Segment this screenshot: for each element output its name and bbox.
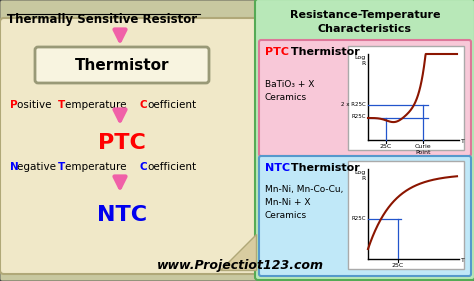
- Text: PTC: PTC: [265, 47, 289, 57]
- Text: ositive: ositive: [17, 100, 55, 110]
- Text: emperature: emperature: [65, 100, 130, 110]
- Text: NTC: NTC: [97, 205, 147, 225]
- Text: 25C: 25C: [392, 263, 404, 268]
- Text: C: C: [140, 162, 147, 172]
- FancyBboxPatch shape: [35, 47, 209, 83]
- Text: T: T: [461, 139, 465, 144]
- Text: BaTiO₃ + X
Ceramics: BaTiO₃ + X Ceramics: [265, 80, 314, 102]
- Text: www.Projectiot123.com: www.Projectiot123.com: [156, 259, 323, 272]
- FancyBboxPatch shape: [348, 46, 464, 150]
- Text: emperature: emperature: [65, 162, 130, 172]
- Text: NTC: NTC: [265, 163, 290, 173]
- Text: Thermistor: Thermistor: [287, 163, 360, 173]
- Text: Log: Log: [355, 55, 366, 60]
- Text: oefficient: oefficient: [147, 100, 196, 110]
- Text: T: T: [58, 100, 65, 110]
- Text: R25C: R25C: [352, 114, 366, 119]
- Text: T: T: [461, 258, 465, 263]
- Text: 25C: 25C: [380, 144, 392, 149]
- Text: Curie
Point: Curie Point: [415, 144, 431, 155]
- FancyBboxPatch shape: [0, 18, 260, 274]
- FancyBboxPatch shape: [259, 156, 471, 276]
- Text: T: T: [58, 162, 65, 172]
- Polygon shape: [220, 234, 256, 270]
- Text: Log: Log: [355, 170, 366, 175]
- Text: R: R: [362, 176, 366, 181]
- Text: oefficient: oefficient: [147, 162, 196, 172]
- Text: Thermally Sensitive Resistor: Thermally Sensitive Resistor: [7, 13, 197, 26]
- Text: PTC: PTC: [98, 133, 146, 153]
- Text: P: P: [10, 100, 18, 110]
- Text: N: N: [10, 162, 19, 172]
- Text: C: C: [140, 100, 147, 110]
- Text: R25C: R25C: [352, 216, 366, 221]
- Text: Mn-Ni, Mn-Co-Cu,
Mn-Ni + X
Ceramics: Mn-Ni, Mn-Co-Cu, Mn-Ni + X Ceramics: [265, 185, 343, 220]
- Text: 2 x R25C: 2 x R25C: [341, 101, 366, 106]
- Text: Thermistor: Thermistor: [287, 47, 360, 57]
- Text: Resistance-Temperature
Characteristics: Resistance-Temperature Characteristics: [290, 10, 440, 34]
- Text: Thermistor: Thermistor: [75, 58, 169, 72]
- FancyBboxPatch shape: [255, 0, 474, 280]
- FancyBboxPatch shape: [259, 40, 471, 156]
- Text: egative: egative: [17, 162, 59, 172]
- Text: R: R: [362, 61, 366, 66]
- FancyBboxPatch shape: [348, 161, 464, 269]
